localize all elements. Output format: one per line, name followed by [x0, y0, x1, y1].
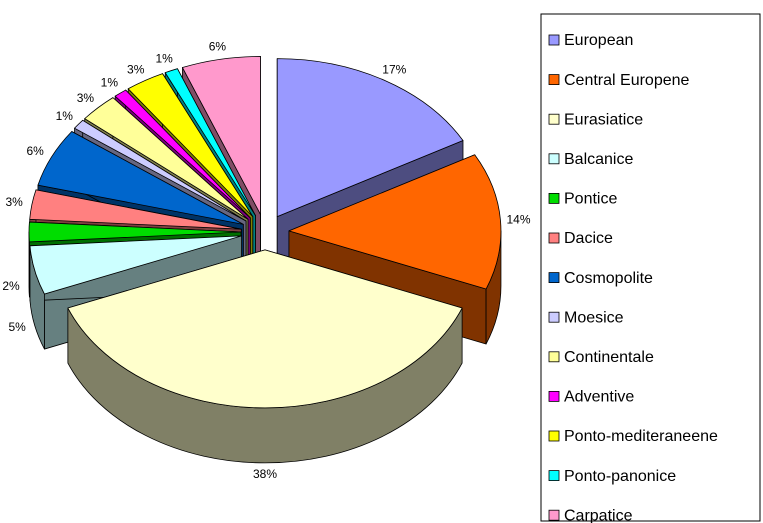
slice	[127, 73, 254, 218]
slice	[29, 189, 242, 230]
slice	[29, 235, 242, 295]
data-label: 3%	[127, 62, 145, 76]
legend-label: Carpatice	[564, 507, 633, 523]
data-label: 3%	[5, 195, 23, 209]
legend-label: European	[564, 32, 633, 49]
legend-swatch	[548, 153, 560, 165]
data-label: 17%	[382, 62, 406, 76]
legend-label: Ponto-panonice	[564, 468, 676, 485]
slice	[37, 131, 244, 225]
data-label: 1%	[56, 109, 74, 123]
slice	[288, 154, 502, 290]
legend-swatch	[548, 470, 560, 482]
legend-label: Moesice	[564, 309, 624, 326]
data-label: 2%	[2, 279, 20, 293]
legend-swatch	[548, 113, 560, 125]
slice	[276, 58, 464, 218]
legend-label: Pontice	[564, 191, 617, 208]
legend-label: Balcanice	[564, 151, 633, 168]
legend-swatch	[548, 509, 560, 521]
legend-swatch	[548, 74, 560, 85]
legend-swatch	[548, 272, 560, 284]
legend-swatch	[548, 34, 560, 46]
slice	[84, 97, 249, 220]
legend-label: Cosmopolite	[564, 270, 653, 287]
legend-swatch	[548, 390, 560, 402]
legend-swatch	[548, 430, 560, 442]
slice	[74, 119, 247, 222]
legend-swatch	[548, 351, 560, 363]
slice	[67, 249, 463, 409]
legend-swatch	[548, 192, 560, 204]
data-label: 6%	[209, 40, 227, 54]
legend-label: Dacice	[564, 230, 613, 247]
data-label: 3%	[77, 91, 95, 105]
legend-label: Adventive	[564, 389, 634, 406]
legend-label: Central Europene	[564, 72, 690, 89]
data-label: 1%	[155, 52, 173, 66]
legend-label: Continentale	[564, 349, 654, 366]
legend-label: Eurasiatice	[564, 111, 643, 128]
data-label: 1%	[101, 76, 119, 90]
data-label: 6%	[27, 144, 45, 158]
legend-label: Ponto-mediteraneene	[564, 428, 718, 445]
data-label: 14%	[506, 212, 530, 226]
slice	[28, 221, 242, 243]
legend-swatch	[548, 311, 560, 323]
slice	[164, 68, 256, 216]
slice	[114, 89, 251, 219]
legend-swatch	[548, 232, 560, 244]
legend-box	[540, 13, 761, 522]
data-label: 38%	[253, 467, 277, 481]
data-label: 5%	[8, 320, 26, 334]
slice	[182, 56, 261, 215]
